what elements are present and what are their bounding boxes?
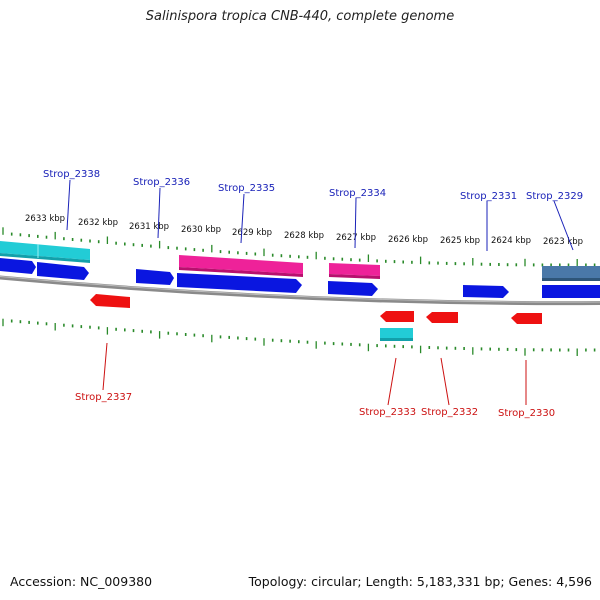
- feature-cyan-shade: [0, 253, 90, 263]
- label-leader: [157, 187, 161, 239]
- gene-label-forward[interactable]: Strop_2331: [460, 191, 517, 202]
- feature-forward-cds[interactable]: [463, 285, 509, 298]
- label-leader: [102, 342, 108, 391]
- feature-pink[interactable]: [329, 263, 380, 276]
- feature-cyan[interactable]: [0, 241, 90, 260]
- feature-reverse-cds[interactable]: [380, 311, 414, 322]
- reverse-features: [90, 294, 542, 341]
- feature-reverse-cds[interactable]: [426, 312, 458, 323]
- genome-summary-text: Topology: circular; Length: 5,183,331 bp…: [248, 574, 592, 589]
- position-label: 2629 kbp: [232, 228, 272, 238]
- forward-features: [0, 241, 600, 298]
- position-label: 2633 kbp: [25, 214, 65, 224]
- feature-pink-shade: [179, 267, 303, 277]
- position-label: 2624 kbp: [491, 236, 531, 246]
- reverse-gene-labels: Strop_2337 Strop_2333 Strop_2332 Strop_2…: [75, 342, 555, 419]
- position-labels: 2633 kbp 2632 kbp 2631 kbp 2630 kbp 2629…: [25, 214, 583, 247]
- feature-pink[interactable]: [179, 255, 303, 274]
- feature-forward-cds[interactable]: [37, 262, 89, 280]
- gene-label-reverse[interactable]: Strop_2337: [75, 392, 132, 403]
- map-title: Salinispora tropica CNB-440, complete ge…: [145, 9, 455, 24]
- gene-label-reverse[interactable]: Strop_2332: [421, 407, 478, 418]
- position-label: 2632 kbp: [78, 218, 118, 228]
- label-leader: [240, 193, 245, 244]
- feature-forward-cds[interactable]: [136, 269, 174, 285]
- gene-label-forward[interactable]: Strop_2329: [526, 191, 583, 202]
- position-label: 2626 kbp: [388, 235, 428, 245]
- label-leader: [387, 357, 397, 406]
- feature-cyan[interactable]: [380, 328, 413, 338]
- position-label: 2631 kbp: [129, 222, 169, 232]
- gene-label-reverse[interactable]: Strop_2330: [498, 408, 555, 419]
- position-label: 2630 kbp: [181, 225, 221, 235]
- outer-tick-row: [2, 227, 596, 267]
- label-leader: [66, 179, 71, 231]
- feature-steel[interactable]: [542, 266, 600, 278]
- feature-steel-shade: [542, 278, 600, 281]
- feature-cyan-shade: [380, 338, 413, 341]
- feature-pink-shade: [329, 274, 380, 279]
- gene-label-forward[interactable]: Strop_2338: [43, 169, 100, 180]
- label-leader: [440, 357, 450, 406]
- position-label: 2628 kbp: [284, 231, 324, 241]
- feature-reverse-cds[interactable]: [511, 313, 542, 324]
- inner-tick-row: [2, 318, 596, 356]
- feature-forward-cds[interactable]: [177, 273, 302, 293]
- forward-gene-labels: Strop_2338 Strop_2336 Strop_2335 Strop_2…: [43, 169, 583, 251]
- position-label: 2625 kbp: [440, 236, 480, 246]
- genome-backbone-highlight: [0, 275, 600, 303]
- feature-forward-cds[interactable]: [542, 285, 600, 298]
- accession-text: Accession: NC_009380: [10, 574, 153, 589]
- feature-reverse-cds[interactable]: [90, 294, 130, 308]
- label-leader: [354, 197, 357, 249]
- label-leader: [553, 200, 574, 251]
- gene-label-forward[interactable]: Strop_2334: [329, 188, 386, 199]
- gene-label-forward[interactable]: Strop_2335: [218, 183, 275, 194]
- genome-backbone: [0, 275, 600, 306]
- position-label: 2623 kbp: [543, 237, 583, 247]
- gene-label-reverse[interactable]: Strop_2333: [359, 407, 416, 418]
- position-label: 2627 kbp: [336, 233, 376, 243]
- feature-forward-cds[interactable]: [328, 281, 378, 296]
- gene-label-forward[interactable]: Strop_2336: [133, 177, 190, 188]
- feature-forward-cds[interactable]: [0, 258, 36, 274]
